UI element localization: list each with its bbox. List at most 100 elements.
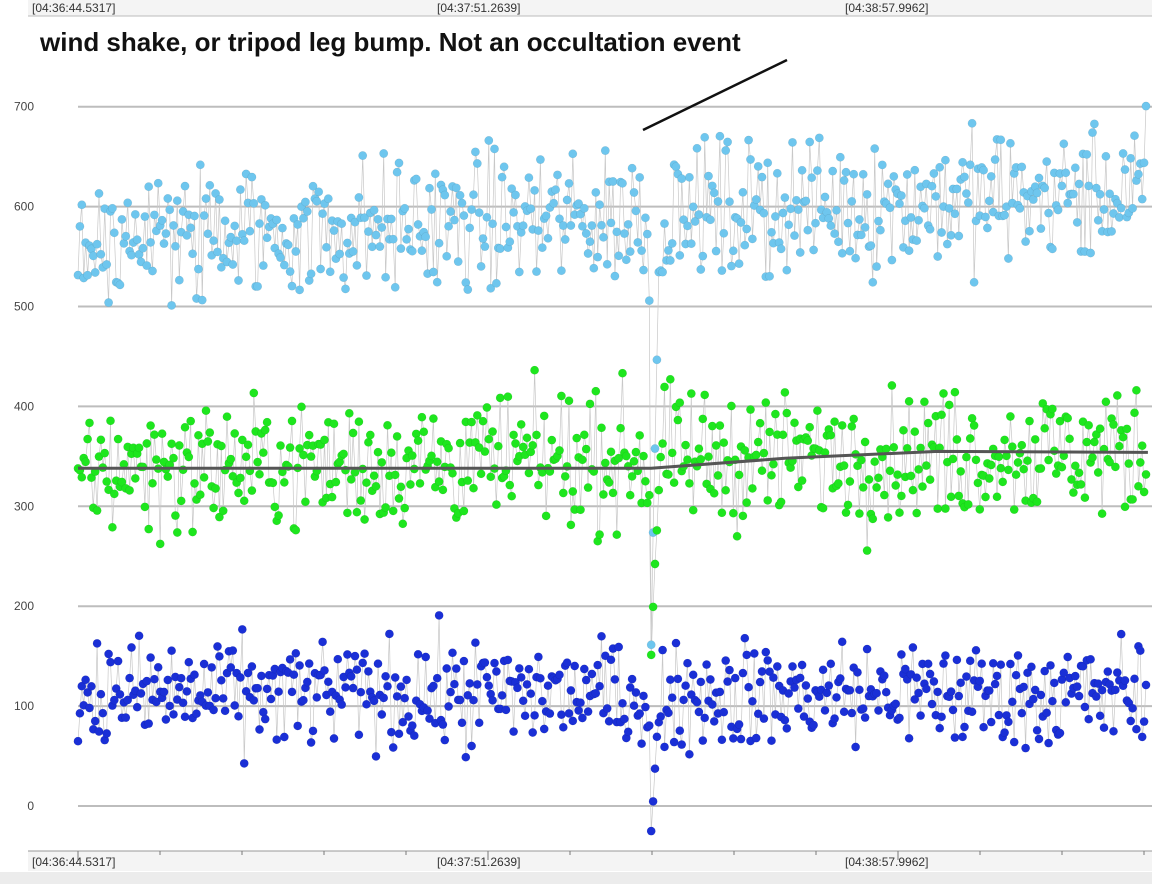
- series-3-point: [648, 797, 658, 806]
- series-1-point: [935, 162, 945, 172]
- series-2-point: [658, 439, 667, 448]
- series-1-point: [721, 146, 731, 155]
- series-3-point: [862, 644, 872, 654]
- series-1-point: [963, 198, 973, 208]
- series-3-point: [354, 730, 364, 740]
- series-2-point: [524, 468, 534, 478]
- series-3-point: [641, 702, 650, 712]
- series-3-point: [881, 687, 891, 697]
- series-3-point: [780, 715, 790, 725]
- series-2-point: [895, 508, 904, 518]
- series-3-point: [320, 666, 329, 675]
- series-1-point: [984, 196, 994, 206]
- series-3-point: [446, 687, 455, 697]
- series-1-point: [627, 163, 637, 173]
- series-3-point: [176, 673, 186, 683]
- series-2-point: [270, 502, 280, 512]
- series-1-point: [608, 177, 618, 186]
- series-1-point: [887, 255, 897, 265]
- series-1-point: [1044, 208, 1054, 218]
- series-3-point: [425, 714, 434, 724]
- series-1-point: [593, 252, 603, 262]
- series-3-point: [832, 693, 841, 702]
- series-1-point: [350, 217, 360, 227]
- bottom-tick-label-2: [04:37:51.2639]: [437, 855, 520, 869]
- series-1-point: [694, 210, 704, 220]
- series-3-point: [146, 653, 156, 662]
- series-1-point: [1101, 151, 1111, 161]
- series-2-point: [371, 481, 381, 491]
- series-3-point: [979, 722, 988, 732]
- series-2-point: [1101, 397, 1111, 407]
- series-3-point: [855, 685, 864, 695]
- series-2-point: [146, 421, 156, 430]
- series-3-point: [948, 705, 958, 715]
- series-3-point: [260, 714, 270, 724]
- series-2-point: [186, 416, 196, 426]
- series-2-point: [793, 482, 803, 492]
- series-3-point: [557, 710, 566, 720]
- series-1-point: [740, 240, 750, 250]
- series-1-point: [195, 160, 205, 170]
- series-3-point: [751, 733, 761, 743]
- series-1-point: [505, 237, 515, 247]
- series-1-point: [314, 187, 324, 197]
- series-2-point: [230, 429, 240, 438]
- series-3-point: [369, 696, 379, 706]
- series-2-point: [1069, 488, 1078, 497]
- series-2-point: [511, 439, 520, 448]
- series-2-point: [688, 505, 698, 515]
- series-3-point: [763, 656, 773, 665]
- series-3-point: [558, 722, 568, 732]
- series-3-point: [1080, 702, 1090, 712]
- series-2-point: [482, 403, 492, 412]
- series-1-point: [1099, 205, 1109, 214]
- series-1-point: [870, 144, 880, 154]
- series-2-point: [1067, 475, 1076, 484]
- series-3-point: [627, 674, 637, 684]
- series-2-point: [279, 477, 289, 487]
- series-2-point: [295, 444, 304, 453]
- series-2-point: [765, 427, 774, 437]
- series-1-point: [392, 167, 402, 177]
- series-3-point: [360, 649, 369, 659]
- series-1-point: [843, 218, 853, 228]
- series-1-point: [427, 205, 436, 214]
- series-2-point: [169, 453, 178, 463]
- series-1-point: [744, 135, 753, 145]
- series-1-point: [132, 235, 142, 245]
- series-3-point: [971, 645, 981, 655]
- series-3-point: [664, 708, 673, 718]
- series-1-point: [583, 249, 593, 258]
- series-3-point: [484, 681, 494, 691]
- series-2-point: [1004, 465, 1013, 475]
- series-1-point: [809, 245, 818, 255]
- series-2-point: [583, 483, 593, 492]
- series-1-point: [1126, 153, 1136, 163]
- series-1-point: [748, 234, 757, 244]
- series-3-point: [1074, 691, 1084, 701]
- series-2-point: [855, 509, 864, 518]
- series-3-point: [707, 700, 717, 709]
- series-2-point: [650, 559, 660, 569]
- series-3-point: [178, 698, 188, 708]
- series-2-point: [394, 494, 404, 503]
- bottom-tick-label-1: [04:36:44.5317]: [32, 855, 115, 869]
- series-3-point: [891, 699, 901, 709]
- series-1-point: [530, 185, 539, 195]
- series-2-point: [872, 483, 881, 492]
- series-1-point: [249, 198, 259, 208]
- series-1-point: [790, 231, 799, 241]
- series-3-point: [591, 688, 601, 698]
- series-2-point: [534, 480, 543, 490]
- series-3-point: [253, 683, 263, 693]
- series-3-point: [1070, 671, 1080, 681]
- series-3-point: [748, 696, 757, 706]
- series-1-point: [75, 221, 85, 231]
- series-1-point: [1088, 128, 1097, 138]
- series-1-point: [1034, 173, 1044, 183]
- series-1-point: [719, 228, 729, 238]
- series-1-point: [763, 158, 773, 168]
- series-3-point: [1044, 738, 1054, 748]
- series-1-point: [658, 267, 667, 277]
